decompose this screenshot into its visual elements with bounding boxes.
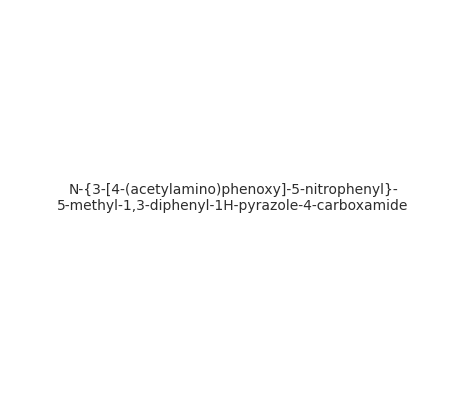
Text: N-{3-[4-(acetylamino)phenoxy]-5-nitrophenyl}-
5-methyl-1,3-diphenyl-1H-pyrazole-: N-{3-[4-(acetylamino)phenoxy]-5-nitrophe… [57,183,409,213]
